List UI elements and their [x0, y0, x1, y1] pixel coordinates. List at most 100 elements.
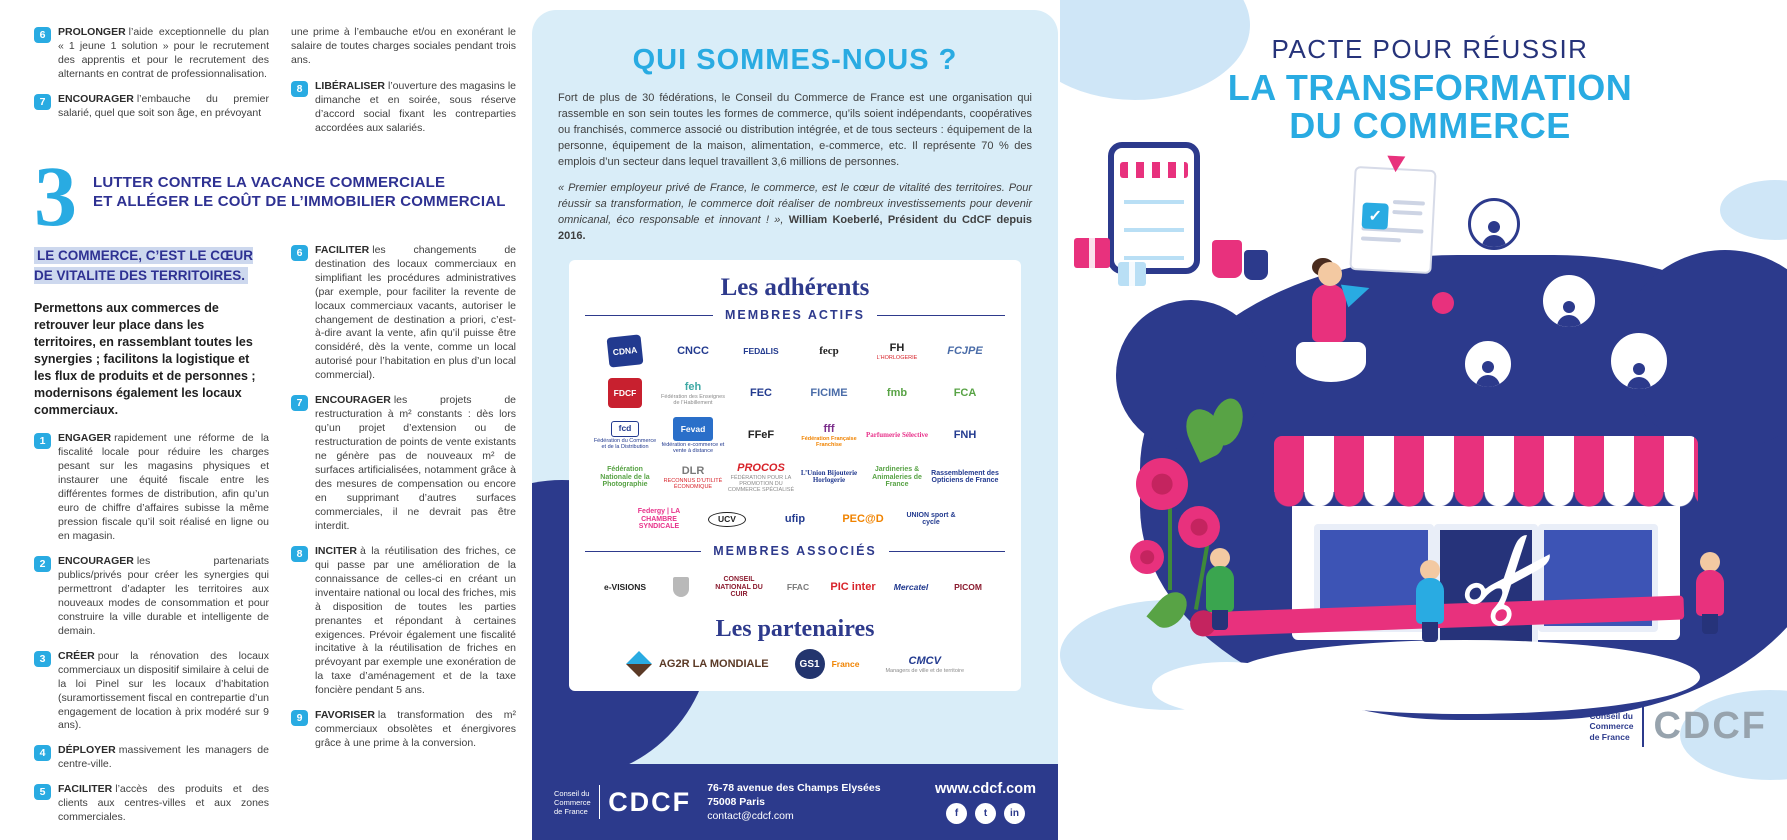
list-item-7: 7 ENCOURAGER l’embauche du premier salari…: [34, 93, 269, 121]
panel-middle: QUI SOMMES-NOUS ? Fort de plus de 30 féd…: [530, 0, 1060, 840]
twitter-icon[interactable]: t: [975, 802, 996, 824]
list-item-5: 5 FACILITER l’accès des produits et des c…: [34, 783, 269, 825]
fh-horlogerie-logo: FH L’HORLOGERIE: [876, 341, 918, 361]
shopping-bag-icon: [1244, 250, 1268, 280]
partenaires-row: AG2R LA MONDIALE GS1 France CMCV Manager…: [585, 649, 1005, 680]
mercatel-logo: Mercatel: [893, 581, 929, 592]
social-icons: f t in: [935, 802, 1036, 824]
address-line: 76-78 avenue des Champs Elysées: [707, 781, 881, 794]
flower-icon: [1136, 458, 1188, 510]
item-number-badge: 5: [34, 784, 51, 801]
list-item-3: 3 CRÉER pour la rénovation des locaux com…: [34, 650, 269, 734]
ficime-logo: FICIME: [810, 387, 848, 400]
shopping-bag-icon: [1212, 240, 1242, 278]
divider-line: [888, 550, 1006, 552]
network-node-dot: [1432, 292, 1454, 314]
members-card: Les adhérents MEMBRES ACTIFS CDNA CNCC F…: [569, 260, 1021, 692]
announcer-body: [1312, 284, 1346, 342]
pedestal-shape: [1296, 342, 1366, 382]
cdcf-footer-logo: Conseil du Commerce de France CDCF: [554, 785, 691, 819]
conseil-national-cuir-logo: CONSEIL NATIONAL DU CUIR: [715, 575, 763, 599]
gs1-france-logo: GS1 France: [794, 649, 859, 680]
item-number-badge: 8: [291, 80, 308, 97]
adherents-title: Les adhérents: [720, 274, 870, 302]
panel-left: 6 PROLONGER l’aide exceptionnelle du plan…: [0, 0, 530, 840]
cdcf-logo-main: CDCF: [1653, 705, 1767, 747]
ag2r-la-mondiale-logo: AG2R LA MONDIALE: [625, 651, 769, 678]
address-block: 76-78 avenue des Champs Elysées 75008 Pa…: [707, 781, 880, 824]
fdcf-logo: FDCF: [591, 373, 659, 413]
pecad-logo: PEC@D: [842, 513, 884, 526]
list-item-1: 1 ENGAGER rapidement une réforme de la fi…: [34, 432, 269, 544]
section-number: 3: [34, 147, 77, 244]
shop-shelf: [1124, 256, 1184, 260]
item-number-badge: 9: [291, 710, 308, 727]
who-we-are-title: QUI SOMMES-NOUS ?: [632, 44, 958, 76]
address-line: 75008 Paris: [707, 795, 765, 808]
user-avatar-icon: [1540, 272, 1598, 330]
list-item-8: 8 LIBÉRALISER l’ouverture des magasins le…: [291, 80, 516, 136]
middle-blue-background: QUI SOMMES-NOUS ? Fort de plus de 30 féd…: [532, 10, 1058, 840]
cover-title: PACTE POUR RÉUSSIR LA TRANSFORMATION DU …: [1150, 34, 1710, 145]
procos-logo: PROCOS FÉDÉRATION POUR LA PROMOTION DU CO…: [727, 461, 795, 493]
item-text: INCITER à la réutilisation des friches, c…: [315, 544, 516, 697]
website-link[interactable]: www.cdcf.com: [935, 780, 1036, 797]
person-head: [1420, 560, 1440, 580]
person-body: [1696, 570, 1724, 616]
ucv-logo: UCV: [693, 499, 761, 539]
list-item-s3-9: 9 FAVORISER la transformation des m² comm…: [291, 709, 516, 751]
membres-associes-label: MEMBRES ASSOCIÉS: [713, 544, 877, 559]
item-number-badge: 1: [34, 433, 51, 450]
crest-emblem-logo: [656, 567, 706, 607]
divider-line: [877, 314, 1006, 316]
picom-logo: PICOM: [954, 581, 982, 592]
item-text: ENGAGER rapidement une réforme de la fisc…: [58, 432, 269, 543]
feh-logo: feh Fédération des Enseignes de l’Habille…: [661, 380, 725, 406]
contact-email[interactable]: contact@cdcf.com: [707, 810, 794, 823]
membres-associes-divider: MEMBRES ASSOCIÉS: [585, 544, 1006, 559]
pennant-icon: [1386, 155, 1406, 173]
item-text: ENCOURAGER les projets de restructuration…: [315, 394, 516, 532]
contact-footer: Conseil du Commerce de France CDCF 76-78…: [532, 764, 1058, 840]
cover-title-line2: LA TRANSFORMATION: [1227, 67, 1633, 108]
flower-stem: [1168, 500, 1172, 590]
item-text: PROLONGER l’aide exceptionnelle du plan «…: [58, 26, 269, 80]
user-avatar-icon: [1462, 338, 1514, 390]
ffef-logo: FFeF: [747, 429, 775, 442]
facebook-icon[interactable]: f: [946, 802, 967, 824]
divider-line: [585, 550, 702, 552]
item-text: FAVORISER la transformation des m² commer…: [315, 709, 516, 750]
item-number-badge: 7: [291, 395, 308, 412]
logo-divider-bar: [1642, 706, 1645, 747]
item-text: ENCOURAGER l’embauche du premier salarié,…: [58, 92, 269, 119]
section-intro: Permettons aux commerces de retrouver le…: [34, 301, 256, 417]
fcd-logo: fcd Fédération du Commerce et de la Distr…: [593, 421, 657, 450]
item-number-badge: 6: [291, 244, 308, 261]
item-7-continuation: une prime à l’embauche et/ou en exonéran…: [291, 26, 516, 66]
fnp-photographie-logo: Fédération Nationale de la Photographie: [600, 465, 650, 489]
list-item-6: 6 PROLONGER l’aide exceptionnelle du plan…: [34, 26, 269, 82]
gift-box-icon: [1074, 238, 1110, 268]
pic-international-logo: PIC inter: [830, 581, 876, 594]
person-legs: [1702, 614, 1718, 634]
announcer-head: [1318, 262, 1342, 286]
gs1-circle-icon: GS1: [794, 649, 825, 680]
union-sport-cycle-logo: UNION sport & cycle: [906, 511, 956, 527]
fevad-logo: Fevad fédération e-commerce et vente à di…: [659, 415, 727, 455]
list-item-s3-8: 8 INCITER à la réutilisation des friches,…: [291, 545, 516, 698]
item-text: DÉPLOYER massivement les managers de cent…: [58, 744, 269, 771]
federgy-logo: Federgy | LA CHAMBRE SYNDICALE: [637, 507, 681, 531]
fcjpe-logo: FCJPE: [947, 345, 983, 358]
e-visions-logo: e-VISIONS: [603, 581, 647, 592]
fec-logo: FEC: [750, 387, 772, 400]
item-number-badge: 8: [291, 545, 308, 562]
partenaires-title: Les partenaires: [715, 616, 875, 643]
cdcf-logo-main: CDCF: [608, 786, 692, 817]
linkedin-icon[interactable]: in: [1004, 802, 1025, 824]
cdcf-cover-logo: Conseil du Commerce de France CDCF: [1590, 705, 1767, 748]
item-text: FACILITER l’accès des produits et des cli…: [58, 783, 269, 824]
item-text: CRÉER pour la rénovation des locaux comme…: [58, 649, 269, 732]
dlr-logo: DLR RECONNUS D’UTILITÉ ÉCONOMIQUE: [663, 464, 723, 490]
item-number-badge: 6: [34, 27, 51, 43]
rof-opticiens-logo: Rassemblement des Opticiens de France: [931, 469, 999, 485]
